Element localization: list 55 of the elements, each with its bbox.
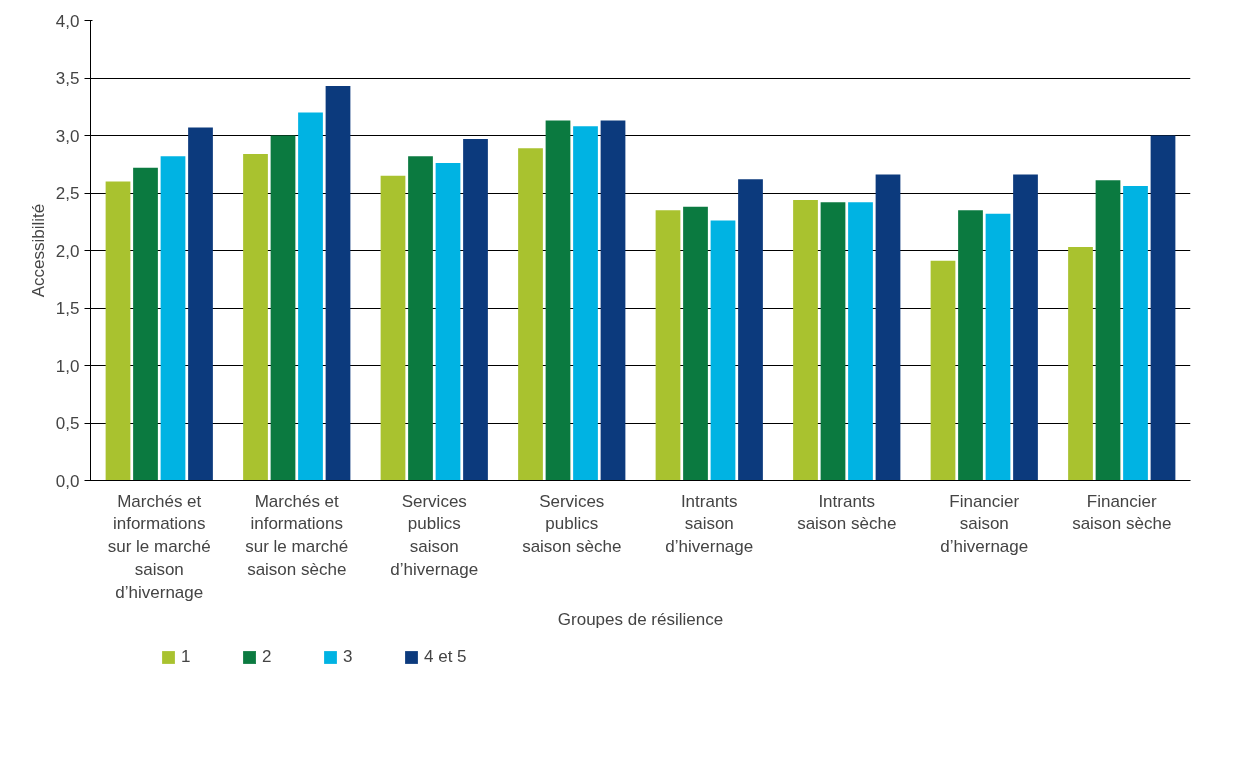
bar xyxy=(958,210,983,481)
bar xyxy=(1123,186,1148,481)
bar xyxy=(600,120,626,481)
bar xyxy=(160,156,186,481)
bar xyxy=(1095,180,1121,481)
bar xyxy=(793,199,818,481)
bar xyxy=(133,167,158,481)
x-tick-label: Marchés et informations sur le marché saison d’hivernage xyxy=(107,491,211,602)
y-tick-label: 3,0 xyxy=(55,126,80,146)
bar xyxy=(1068,247,1093,481)
y-tick-label: 2,0 xyxy=(55,241,80,261)
y-tick-label: 1,0 xyxy=(55,356,80,376)
x-tick-label: Intrants saison sèche xyxy=(797,491,897,534)
bar xyxy=(655,210,681,481)
legend-label: 1 xyxy=(181,647,192,667)
bar xyxy=(188,127,213,481)
x-tick-label: Financier saison d’hivernage xyxy=(940,491,1029,557)
bar xyxy=(820,202,846,481)
bar xyxy=(545,120,571,481)
bar xyxy=(105,181,131,481)
legend-label: 3 xyxy=(343,647,354,667)
bar xyxy=(985,213,1011,481)
bar xyxy=(408,156,433,481)
bar xyxy=(738,179,763,481)
bar xyxy=(710,220,736,481)
bar xyxy=(298,112,323,481)
y-tick-label: 1,5 xyxy=(55,299,80,318)
bar xyxy=(270,135,296,481)
bar xyxy=(243,153,268,481)
bar xyxy=(1150,135,1176,481)
bar xyxy=(1013,174,1038,481)
x-tick-label: Services publics saison sèche xyxy=(522,491,622,557)
y-tick-label: 4,0 xyxy=(55,11,80,31)
y-tick-label: 0,5 xyxy=(55,414,80,433)
bar xyxy=(875,174,901,481)
x-tick-label: Marchés et informations sur le marché saison sèche xyxy=(245,491,349,579)
bar xyxy=(325,86,351,481)
y-tick-label: 0,0 xyxy=(55,471,80,491)
bar xyxy=(518,148,543,481)
bar xyxy=(930,260,956,481)
x-tick-label: Intrants saison d’hivernage xyxy=(665,491,754,557)
bar xyxy=(435,163,461,481)
legend-label: 4 et 5 xyxy=(424,647,467,667)
x-axis-title: Groupes de résilience xyxy=(557,609,724,629)
x-tick-label: Financier saison sèche xyxy=(1072,491,1172,534)
bar xyxy=(683,206,708,481)
y-tick-label: 2,5 xyxy=(55,184,80,203)
y-axis-title: Accessibilité xyxy=(28,203,48,298)
bar xyxy=(848,202,873,481)
bar xyxy=(573,126,598,481)
bar xyxy=(380,175,406,481)
y-tick-label: 3,5 xyxy=(55,69,80,88)
legend-label: 2 xyxy=(262,647,273,667)
bar xyxy=(463,138,488,481)
x-tick-label: Services publics saison d’hivernage xyxy=(390,491,479,579)
